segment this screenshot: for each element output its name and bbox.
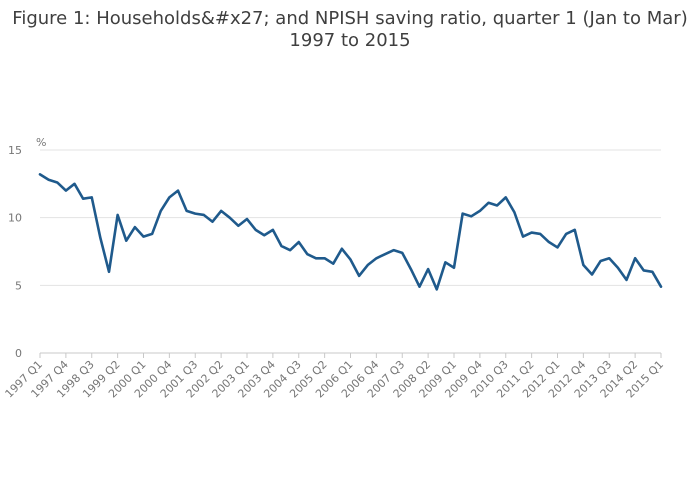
data-point[interactable] bbox=[235, 223, 241, 229]
data-point[interactable] bbox=[373, 255, 379, 261]
chart-title-line1: Figure 1: Households&#x27; and NPISH sav… bbox=[12, 8, 688, 29]
data-point[interactable] bbox=[511, 209, 517, 215]
data-point[interactable] bbox=[253, 227, 259, 233]
data-point[interactable] bbox=[555, 244, 561, 250]
data-point[interactable] bbox=[348, 257, 354, 263]
chart-title: Figure 1: Households&#x27; and NPISH sav… bbox=[0, 8, 700, 52]
data-point[interactable] bbox=[296, 239, 302, 245]
data-point[interactable] bbox=[658, 284, 664, 290]
y-axis: 0 5 10 15 bbox=[8, 144, 22, 360]
data-point[interactable] bbox=[598, 258, 604, 264]
data-point[interactable] bbox=[313, 255, 319, 261]
data-point[interactable] bbox=[365, 262, 371, 268]
data-point[interactable] bbox=[46, 177, 52, 183]
data-point[interactable] bbox=[632, 255, 638, 261]
data-point[interactable] bbox=[106, 269, 112, 275]
data-point[interactable] bbox=[486, 200, 492, 206]
data-point[interactable] bbox=[330, 261, 336, 267]
data-point[interactable] bbox=[339, 246, 345, 252]
data-point[interactable] bbox=[322, 255, 328, 261]
data-point[interactable] bbox=[192, 211, 198, 217]
data-point[interactable] bbox=[201, 212, 207, 218]
data-point[interactable] bbox=[123, 238, 129, 244]
data-point[interactable] bbox=[132, 224, 138, 230]
data-point[interactable] bbox=[399, 250, 405, 256]
data-point[interactable] bbox=[624, 277, 630, 283]
data-point[interactable] bbox=[537, 231, 543, 237]
data-point[interactable] bbox=[468, 213, 474, 219]
data-point[interactable] bbox=[115, 212, 121, 218]
data-point[interactable] bbox=[546, 239, 552, 245]
data-point[interactable] bbox=[244, 216, 250, 222]
data-point[interactable] bbox=[649, 269, 655, 275]
data-point[interactable] bbox=[141, 234, 147, 240]
data-point[interactable] bbox=[434, 286, 440, 292]
data-point[interactable] bbox=[494, 202, 500, 208]
data-point[interactable] bbox=[149, 231, 155, 237]
data-point[interactable] bbox=[503, 194, 509, 200]
data-point[interactable] bbox=[210, 219, 216, 225]
data-point[interactable] bbox=[287, 247, 293, 253]
y-axis-unit-label: % bbox=[36, 136, 46, 149]
data-point[interactable] bbox=[391, 247, 397, 253]
series-line bbox=[38, 173, 663, 291]
data-point[interactable] bbox=[477, 208, 483, 214]
data-point[interactable] bbox=[80, 196, 86, 202]
data-point[interactable] bbox=[460, 211, 466, 217]
data-point[interactable] bbox=[615, 265, 621, 271]
data-point[interactable] bbox=[166, 194, 172, 200]
data-point[interactable] bbox=[589, 272, 595, 278]
data-point[interactable] bbox=[175, 188, 181, 194]
data-point[interactable] bbox=[382, 251, 388, 257]
data-point[interactable] bbox=[580, 262, 586, 268]
data-point[interactable] bbox=[529, 230, 535, 236]
data-point[interactable] bbox=[63, 188, 69, 194]
data-point[interactable] bbox=[641, 267, 647, 273]
data-point[interactable] bbox=[158, 208, 164, 214]
data-point[interactable] bbox=[520, 234, 526, 240]
data-point[interactable] bbox=[425, 266, 431, 272]
chart-title-line2: 1997 to 2015 bbox=[289, 30, 411, 51]
y-tick-label: 15 bbox=[8, 144, 22, 157]
data-point[interactable] bbox=[97, 235, 103, 241]
data-point[interactable] bbox=[442, 259, 448, 265]
data-point[interactable] bbox=[606, 255, 612, 261]
y-tick-label: 10 bbox=[8, 212, 22, 225]
data-point[interactable] bbox=[563, 231, 569, 237]
data-point[interactable] bbox=[72, 181, 78, 187]
data-point[interactable] bbox=[89, 194, 95, 200]
data-point[interactable] bbox=[304, 251, 310, 257]
gridlines bbox=[40, 149, 661, 354]
data-point[interactable] bbox=[451, 265, 457, 271]
data-point[interactable] bbox=[356, 273, 362, 279]
data-point[interactable] bbox=[572, 227, 578, 233]
data-point[interactable] bbox=[270, 227, 276, 233]
data-point[interactable] bbox=[261, 232, 267, 238]
data-point[interactable] bbox=[37, 171, 43, 177]
data-point[interactable] bbox=[417, 284, 423, 290]
data-point[interactable] bbox=[218, 208, 224, 214]
y-tick-label: 5 bbox=[15, 279, 22, 292]
data-point[interactable] bbox=[279, 243, 285, 249]
data-point[interactable] bbox=[184, 208, 190, 214]
data-point[interactable] bbox=[54, 179, 60, 185]
data-point[interactable] bbox=[408, 266, 414, 272]
y-tick-label: 0 bbox=[15, 347, 22, 360]
data-point[interactable] bbox=[227, 215, 233, 221]
